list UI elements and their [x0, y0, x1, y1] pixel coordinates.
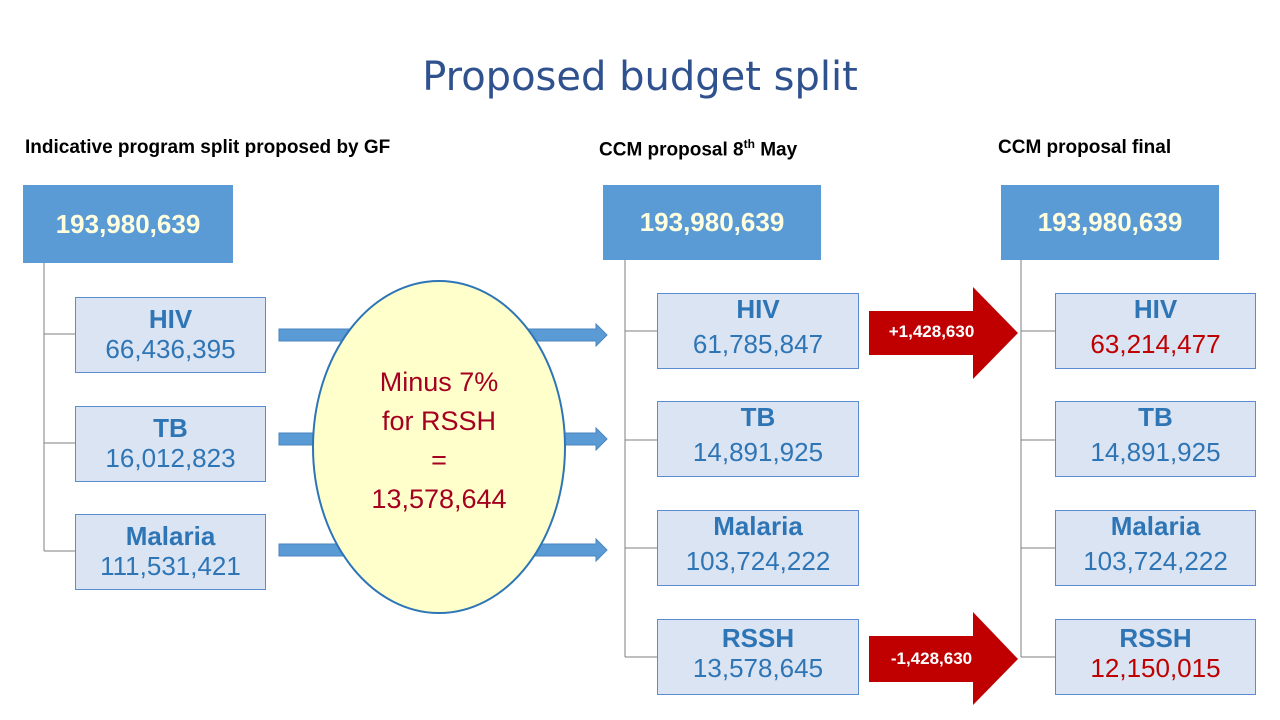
tree-lines-ccm-final	[1020, 260, 1055, 658]
transfer-arrow-down	[869, 612, 1018, 705]
item-box-gf-tb: TB 16,012,823	[75, 406, 266, 482]
item-label: RSSH	[721, 623, 795, 653]
item-label: TB	[740, 402, 776, 432]
total-box-ccm-may: 193,980,639	[603, 185, 821, 260]
rssh-oval	[312, 280, 566, 614]
item-box-may-tb: TB 14,891,925	[657, 401, 859, 477]
oval-text: Minus 7% for RSSH = 13,578,644	[319, 363, 559, 519]
item-box-final-tb: TB 14,891,925	[1055, 401, 1256, 477]
item-label: RSSH	[1119, 623, 1192, 653]
transfer-label-up: +1,428,630	[888, 322, 975, 341]
item-box-gf-malaria: Malaria 111,531,421	[75, 514, 266, 590]
transfer-label-down: -1,428,630	[890, 649, 973, 668]
item-value: 66,436,395	[105, 334, 236, 364]
oval-line-1: Minus 7%	[379, 367, 499, 397]
item-value: 111,531,421	[100, 551, 241, 581]
item-box-may-malaria: Malaria 103,724,222	[657, 510, 859, 586]
page-title: Proposed budget split	[422, 54, 858, 100]
item-label: TB	[153, 413, 188, 443]
item-value-changed: 12,150,015	[1090, 653, 1221, 683]
item-label: HIV	[148, 304, 193, 334]
item-label: HIV	[1133, 294, 1178, 324]
item-label: TB	[1138, 402, 1173, 432]
item-value: 14,891,925	[1090, 437, 1221, 467]
item-value: 16,012,823	[105, 443, 236, 473]
item-box-final-hiv: HIV 63,214,477	[1055, 293, 1256, 369]
total-box-ccm-final: 193,980,639	[1001, 185, 1219, 260]
tree-lines-ccm-may	[624, 260, 657, 658]
item-value: 61,785,847	[692, 329, 824, 359]
item-label: Malaria	[1110, 511, 1201, 541]
column-heading-gf: Indicative program split proposed by GF	[25, 137, 391, 158]
transfer-arrow-up	[869, 287, 1018, 379]
tree-lines-gf	[43, 263, 75, 552]
item-value-changed: 63,214,477	[1090, 329, 1221, 359]
item-value: 14,891,925	[692, 437, 824, 467]
column-heading-ccm-final: CCM proposal final	[998, 137, 1172, 158]
item-box-may-hiv: HIV 61,785,847	[657, 293, 859, 369]
oval-line-3: =	[431, 445, 447, 475]
total-box-gf: 193,980,639	[23, 185, 233, 263]
item-value: 103,724,222	[1083, 546, 1228, 576]
item-label: Malaria	[125, 521, 216, 551]
item-box-final-rssh: RSSH 12,150,015	[1055, 619, 1256, 695]
oval-line-2: for RSSH	[381, 406, 497, 436]
item-box-final-malaria: Malaria 103,724,222	[1055, 510, 1256, 586]
item-value: 13,578,645	[692, 653, 824, 683]
oval-line-4: 13,578,644	[371, 484, 507, 514]
item-box-gf-hiv: HIV 66,436,395	[75, 297, 266, 373]
item-label: HIV	[736, 294, 780, 324]
column-heading-ccm-may: CCM proposal 8th May	[599, 137, 798, 161]
item-value: 103,724,222	[685, 546, 831, 576]
item-box-may-rssh: RSSH 13,578,645	[657, 619, 859, 695]
item-label: Malaria	[713, 511, 803, 541]
